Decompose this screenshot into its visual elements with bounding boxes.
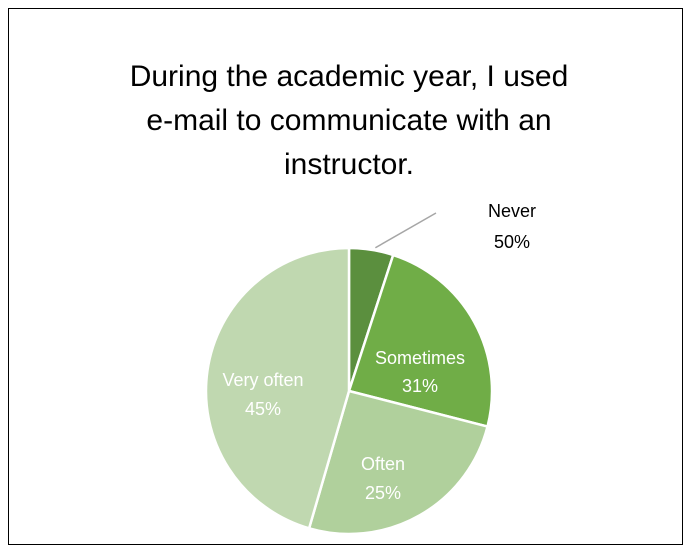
chart-title-line-2: e-mail to communicate with an: [146, 104, 552, 137]
slice-percent-often: 25%: [365, 483, 401, 503]
slice-percent-never: 50%: [494, 232, 530, 252]
pie-slice-often: [307, 389, 490, 536]
pie-slice-sometimes: [347, 253, 494, 429]
slice-label-sometimes: Sometimes: [375, 348, 465, 368]
chart-title-line-1: During the academic year, I used: [129, 60, 569, 93]
never-leader-line: [374, 212, 437, 249]
slice-label-very-often: Very often: [222, 370, 303, 390]
chart-title: During the academic year, I used e-mail …: [60, 55, 638, 187]
slice-label-never: Never: [488, 201, 536, 221]
slice-percent-sometimes: 31%: [402, 376, 438, 396]
pie-slice-very-often: [204, 246, 351, 530]
slice-percent-very-often: 45%: [245, 399, 281, 419]
slice-label-often: Often: [361, 454, 405, 474]
chart-title-line-3: instructor.: [283, 148, 415, 181]
